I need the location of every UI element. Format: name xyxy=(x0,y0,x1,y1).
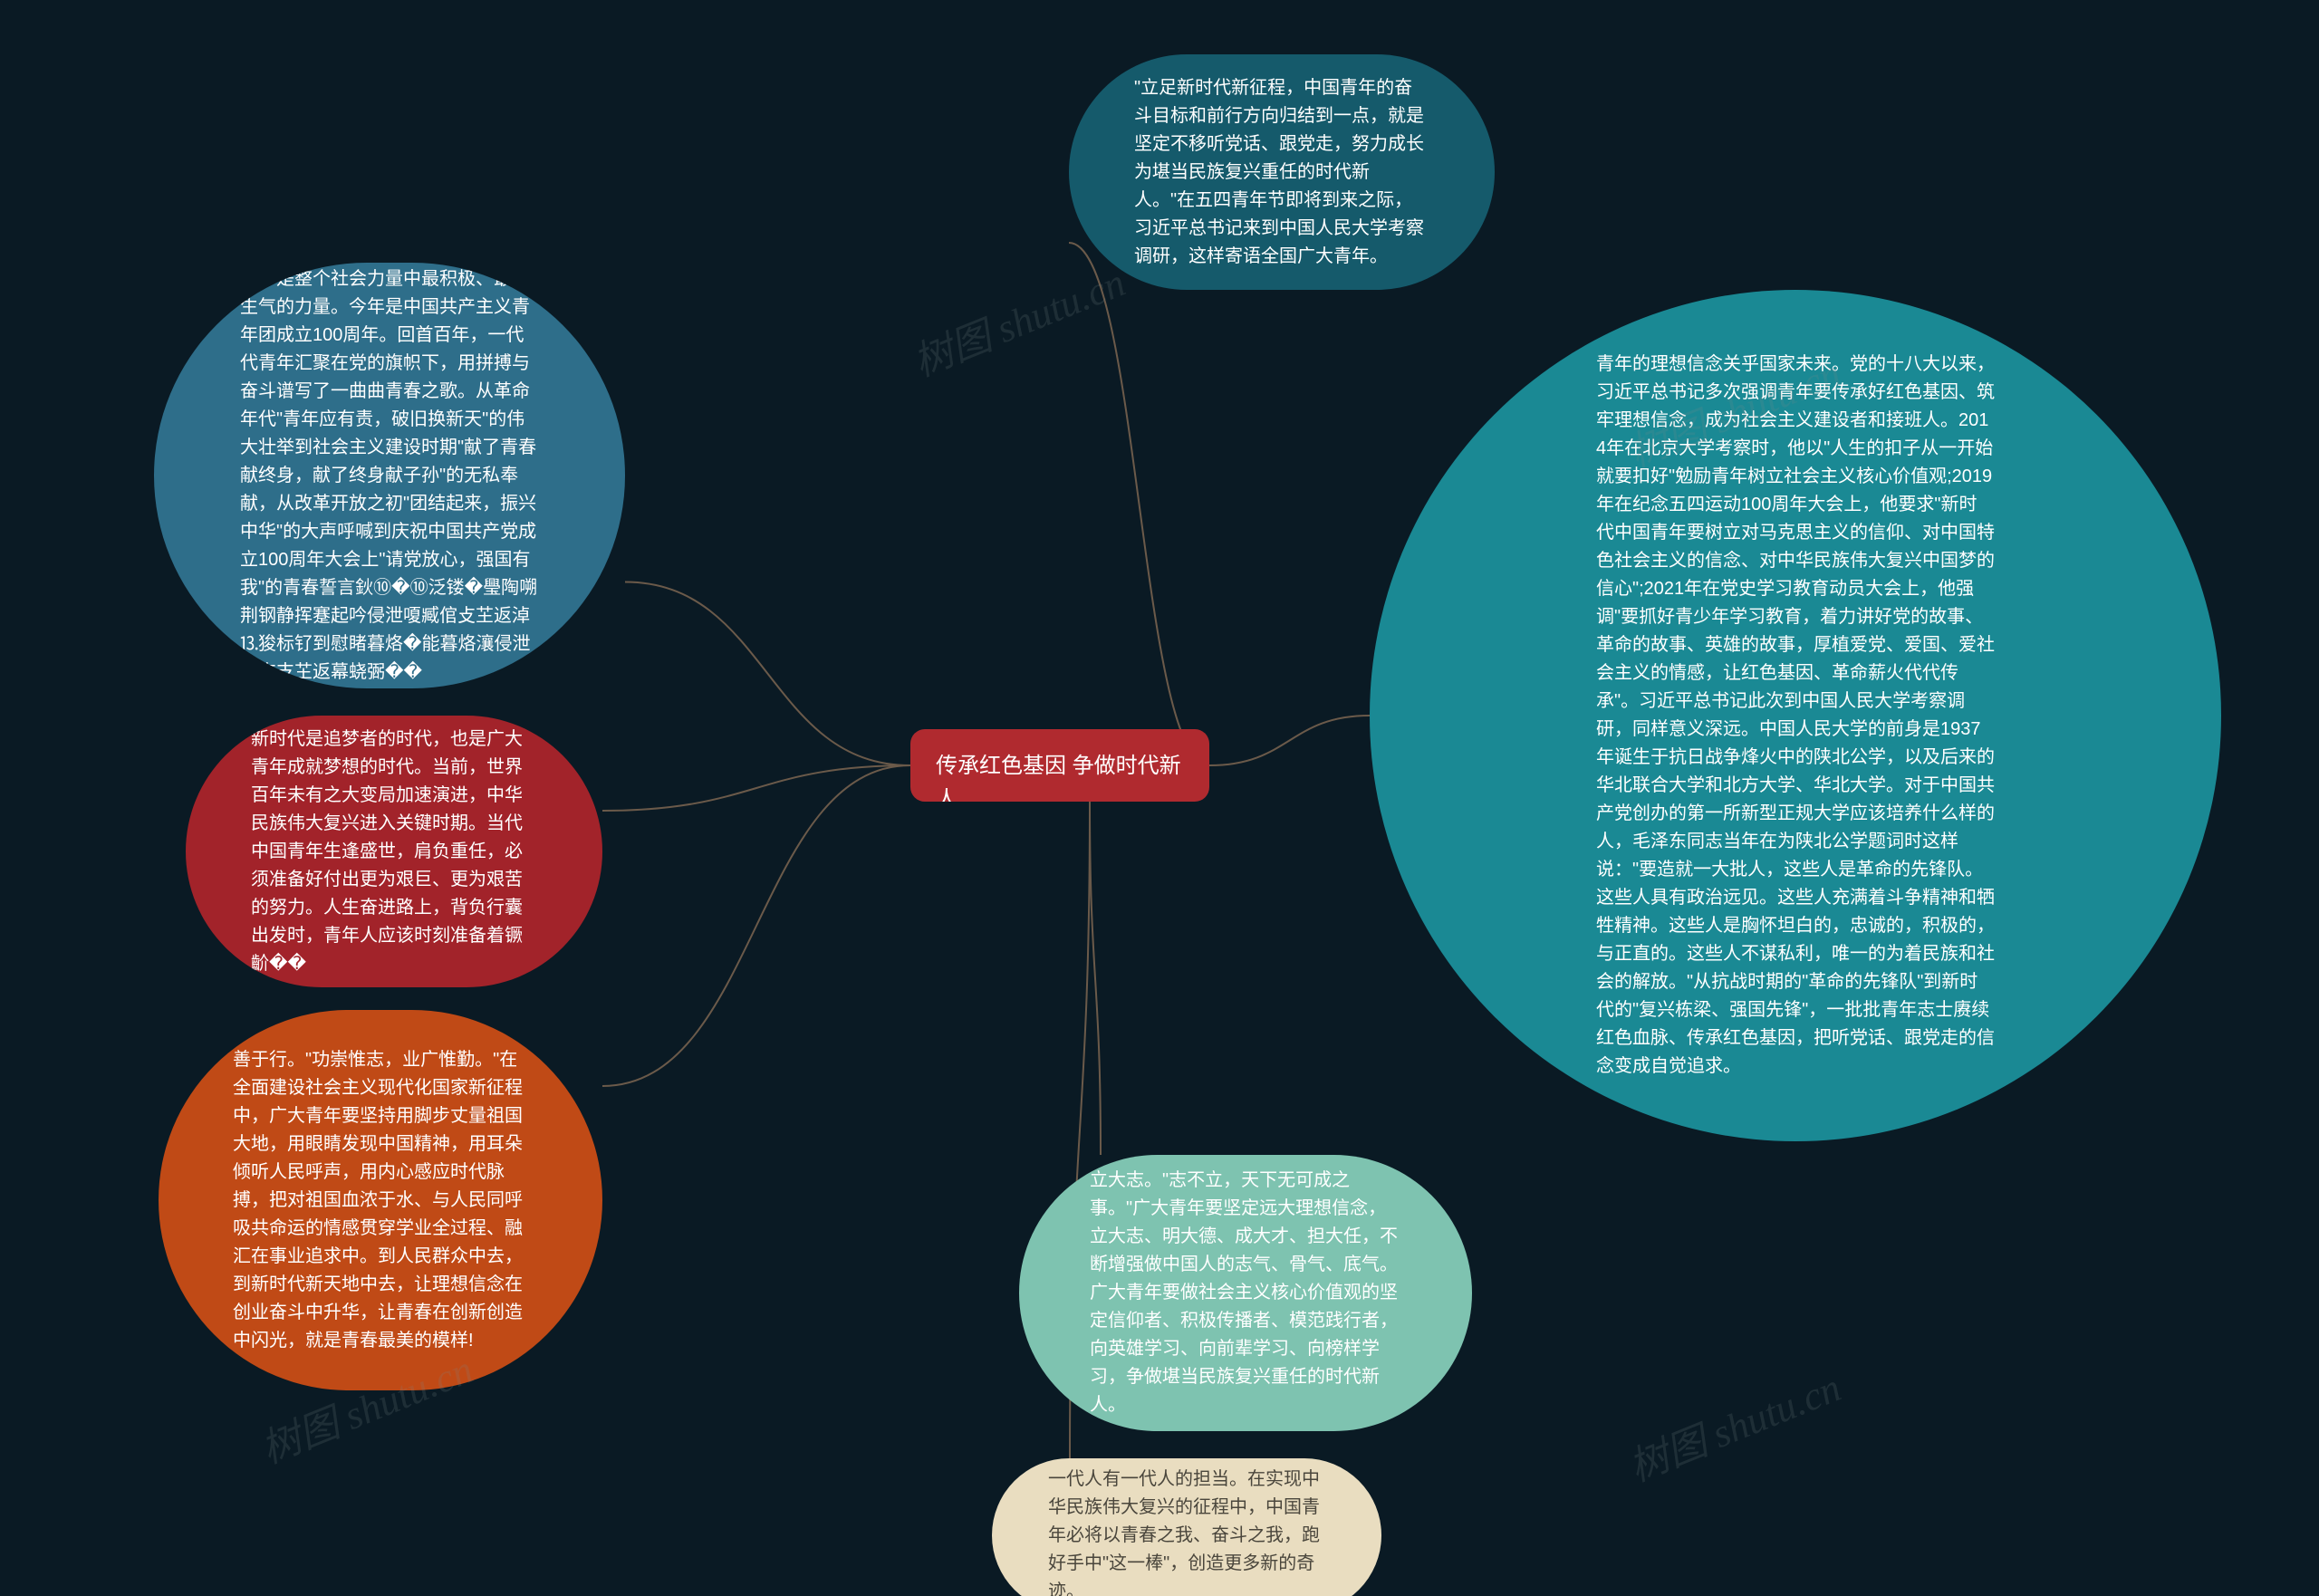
branch-node-n2[interactable]: 青年的理想信念关乎国家未来。党的十八大以来，习近平总书记多次强调青年要传承好红色… xyxy=(1370,290,2221,1141)
center-node[interactable]: 传承红色基因 争做时代新人 xyxy=(910,729,1209,802)
branch-node-n1[interactable]: "立足新时代新征程，中国青年的奋斗目标和前行方向归结到一点，就是坚定不移听党话、… xyxy=(1069,54,1495,290)
watermark: 树图 shutu.cn xyxy=(903,250,1132,388)
branch-node-text: 青年的理想信念关乎国家未来。党的十八大以来，习近平总书记多次强调青年要传承好红色… xyxy=(1596,351,1995,1081)
branch-node-text: 新时代是追梦者的时代，也是广大青年成就梦想的时代。当前，世界百年未有之大变局加速… xyxy=(251,726,537,978)
branch-node-text: 一代人有一代人的担当。在实现中华民族伟大复兴的征程中，中国青年必将以青春之我、奋… xyxy=(1048,1466,1325,1596)
branch-node-n6[interactable]: 新时代是追梦者的时代，也是广大青年成就梦想的时代。当前，世界百年未有之大变局加速… xyxy=(186,716,602,987)
branch-node-n5[interactable]: 青年是整个社会力量中最积极、最有生气的力量。今年是中国共产主义青年团成立100周… xyxy=(154,263,625,688)
branch-node-text: 青年是整个社会力量中最积极、最有生气的力量。今年是中国共产主义青年团成立100周… xyxy=(240,265,539,687)
branch-node-text: "立足新时代新征程，中国青年的奋斗目标和前行方向归结到一点，就是坚定不移听党话、… xyxy=(1134,74,1429,271)
branch-node-n4[interactable]: 一代人有一代人的担当。在实现中华民族伟大复兴的征程中，中国青年必将以青春之我、奋… xyxy=(992,1458,1381,1596)
watermark: 树图 shutu.cn xyxy=(1619,1355,1848,1493)
branch-node-n7[interactable]: 善于行。"功崇惟志，业广惟勤。"在全面建设社会主义现代化国家新征程中，广大青年要… xyxy=(159,1010,602,1390)
branch-node-text: 善于行。"功崇惟志，业广惟勤。"在全面建设社会主义现代化国家新征程中，广大青年要… xyxy=(233,1046,528,1355)
branch-node-text: 立大志。"志不立，天下无可成之事。"广大青年要坚定远大理想信念，立大志、明大德、… xyxy=(1090,1167,1401,1419)
branch-node-n3[interactable]: 立大志。"志不立，天下无可成之事。"广大青年要坚定远大理想信念，立大志、明大德、… xyxy=(1019,1155,1472,1431)
